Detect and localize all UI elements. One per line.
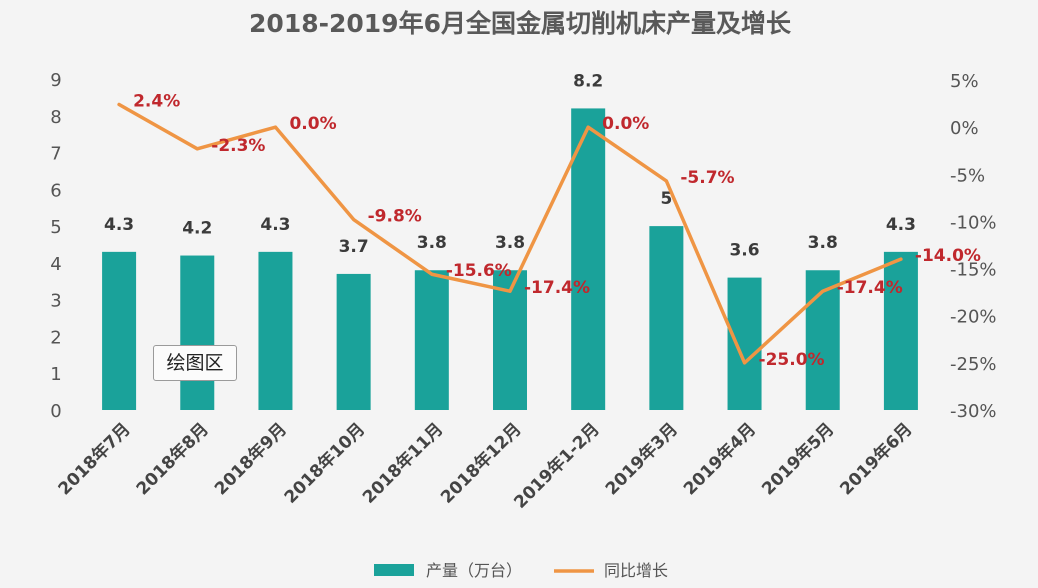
growth-value-label: -17.4% [837, 278, 903, 298]
plot-area-tag: 绘图区 [153, 345, 237, 381]
growth-point [899, 257, 903, 261]
legend-bar-label: 产量（万台） [426, 561, 522, 580]
growth-point [664, 179, 668, 183]
bar-value-label: 3.8 [495, 233, 525, 253]
category-axis: 2018年7月2018年8月2018年9月2018年10月2018年11月201… [54, 419, 917, 513]
category-label: 2018年10月 [280, 419, 369, 508]
category-label: 2018年7月 [54, 419, 135, 500]
growth-value-label: -17.4% [524, 278, 590, 298]
growth-value-label: -5.7% [680, 168, 734, 188]
growth-label-group: 2.4% -2.3% 0.0% -9.8% -15.6% -17.4% 0.0% -5.7% -… [133, 92, 981, 370]
y-left-tick-label: 2 [50, 327, 61, 348]
growth-value-label: -9.8% [368, 207, 422, 227]
legend-line-label: 同比增长 [604, 561, 668, 580]
y-left-tick-label: 1 [50, 364, 61, 385]
y-left-tick-label: 9 [50, 70, 61, 91]
category-label: 2019年4月 [679, 419, 760, 500]
growth-value-label: 2.4% [133, 92, 180, 112]
bar [180, 255, 215, 410]
growth-value-label: 0.0% [289, 114, 336, 134]
bar [414, 270, 449, 410]
left-axis: 0 1 2 3 4 5 6 7 8 9 [50, 70, 61, 422]
growth-value-label: -2.3% [211, 136, 265, 156]
category-label: 2018年8月 [132, 419, 213, 500]
bar-value-label: 4.2 [182, 219, 212, 239]
category-label: 2018年11月 [358, 419, 447, 508]
bar [493, 270, 527, 410]
bar-value-label: 5 [660, 189, 672, 209]
bar [102, 251, 137, 410]
growth-point [586, 125, 590, 129]
growth-value-label: -15.6% [446, 261, 512, 281]
growth-point [195, 147, 199, 151]
y-left-tick-label: 3 [50, 291, 61, 312]
y-left-tick-label: 6 [50, 180, 61, 201]
bar-value-label: 3.7 [339, 237, 369, 257]
bar [649, 226, 684, 410]
y-left-tick-label: 0 [50, 401, 61, 422]
growth-point [117, 103, 121, 107]
y-right-tick-label: -15% [950, 260, 997, 281]
bar-value-label: 8.2 [573, 71, 603, 91]
category-label: 2019年5月 [758, 419, 839, 500]
growth-line-series [117, 102, 903, 365]
y-right-tick-label: 5% [950, 71, 979, 92]
category-label: 2018年12月 [436, 419, 525, 508]
y-right-tick-label: -30% [950, 401, 997, 422]
bar-value-label: 3.6 [729, 241, 759, 261]
legend: 产量（万台） 同比增长 [374, 561, 668, 580]
growth-value-label: 0.0% [602, 114, 649, 134]
growth-point [743, 361, 747, 365]
y-left-tick-label: 7 [50, 144, 61, 165]
growth-point [273, 125, 277, 129]
bar [258, 251, 293, 410]
growth-value-label: -25.0% [759, 350, 825, 370]
category-label: 2019年6月 [836, 419, 917, 500]
bar-label-group: 4.3 4.2 4.3 3.7 3.8 3.8 8.2 5 3.6 3.8 4.3 [104, 71, 916, 260]
bar-series [102, 108, 918, 410]
y-right-tick-label: 0% [950, 118, 979, 139]
bar-value-label: 3.8 [808, 233, 838, 253]
bar-value-label: 4.3 [260, 215, 290, 235]
y-right-tick-label: -10% [950, 212, 997, 233]
legend-bar-swatch [374, 564, 414, 576]
chart-title: 2018-2019年6月全国金属切削机床产量及增长 [249, 9, 792, 38]
bar [727, 277, 762, 410]
y-right-tick-label: -20% [950, 307, 997, 328]
y-right-tick-label: -5% [950, 165, 985, 186]
bar [336, 273, 371, 410]
growth-point [821, 289, 825, 293]
growth-point [352, 218, 356, 222]
bar [571, 108, 606, 410]
bar-value-label: 3.8 [417, 233, 447, 253]
bar-value-label: 4.3 [104, 215, 134, 235]
y-left-tick-label: 5 [50, 217, 61, 238]
category-label: 2019年3月 [601, 419, 682, 500]
y-left-tick-label: 8 [50, 107, 61, 128]
growth-point [508, 289, 512, 293]
right-axis: -30% -25% -20% -15% -10% -5% 0% 5% [950, 71, 997, 422]
y-left-tick-label: 4 [50, 254, 61, 275]
y-right-tick-label: -25% [950, 354, 997, 375]
category-label: 2018年9月 [210, 419, 291, 500]
bar-value-label: 4.3 [886, 215, 916, 235]
bar [883, 251, 918, 410]
growth-point [430, 272, 434, 276]
growth-value-label: -14.0% [915, 246, 981, 266]
